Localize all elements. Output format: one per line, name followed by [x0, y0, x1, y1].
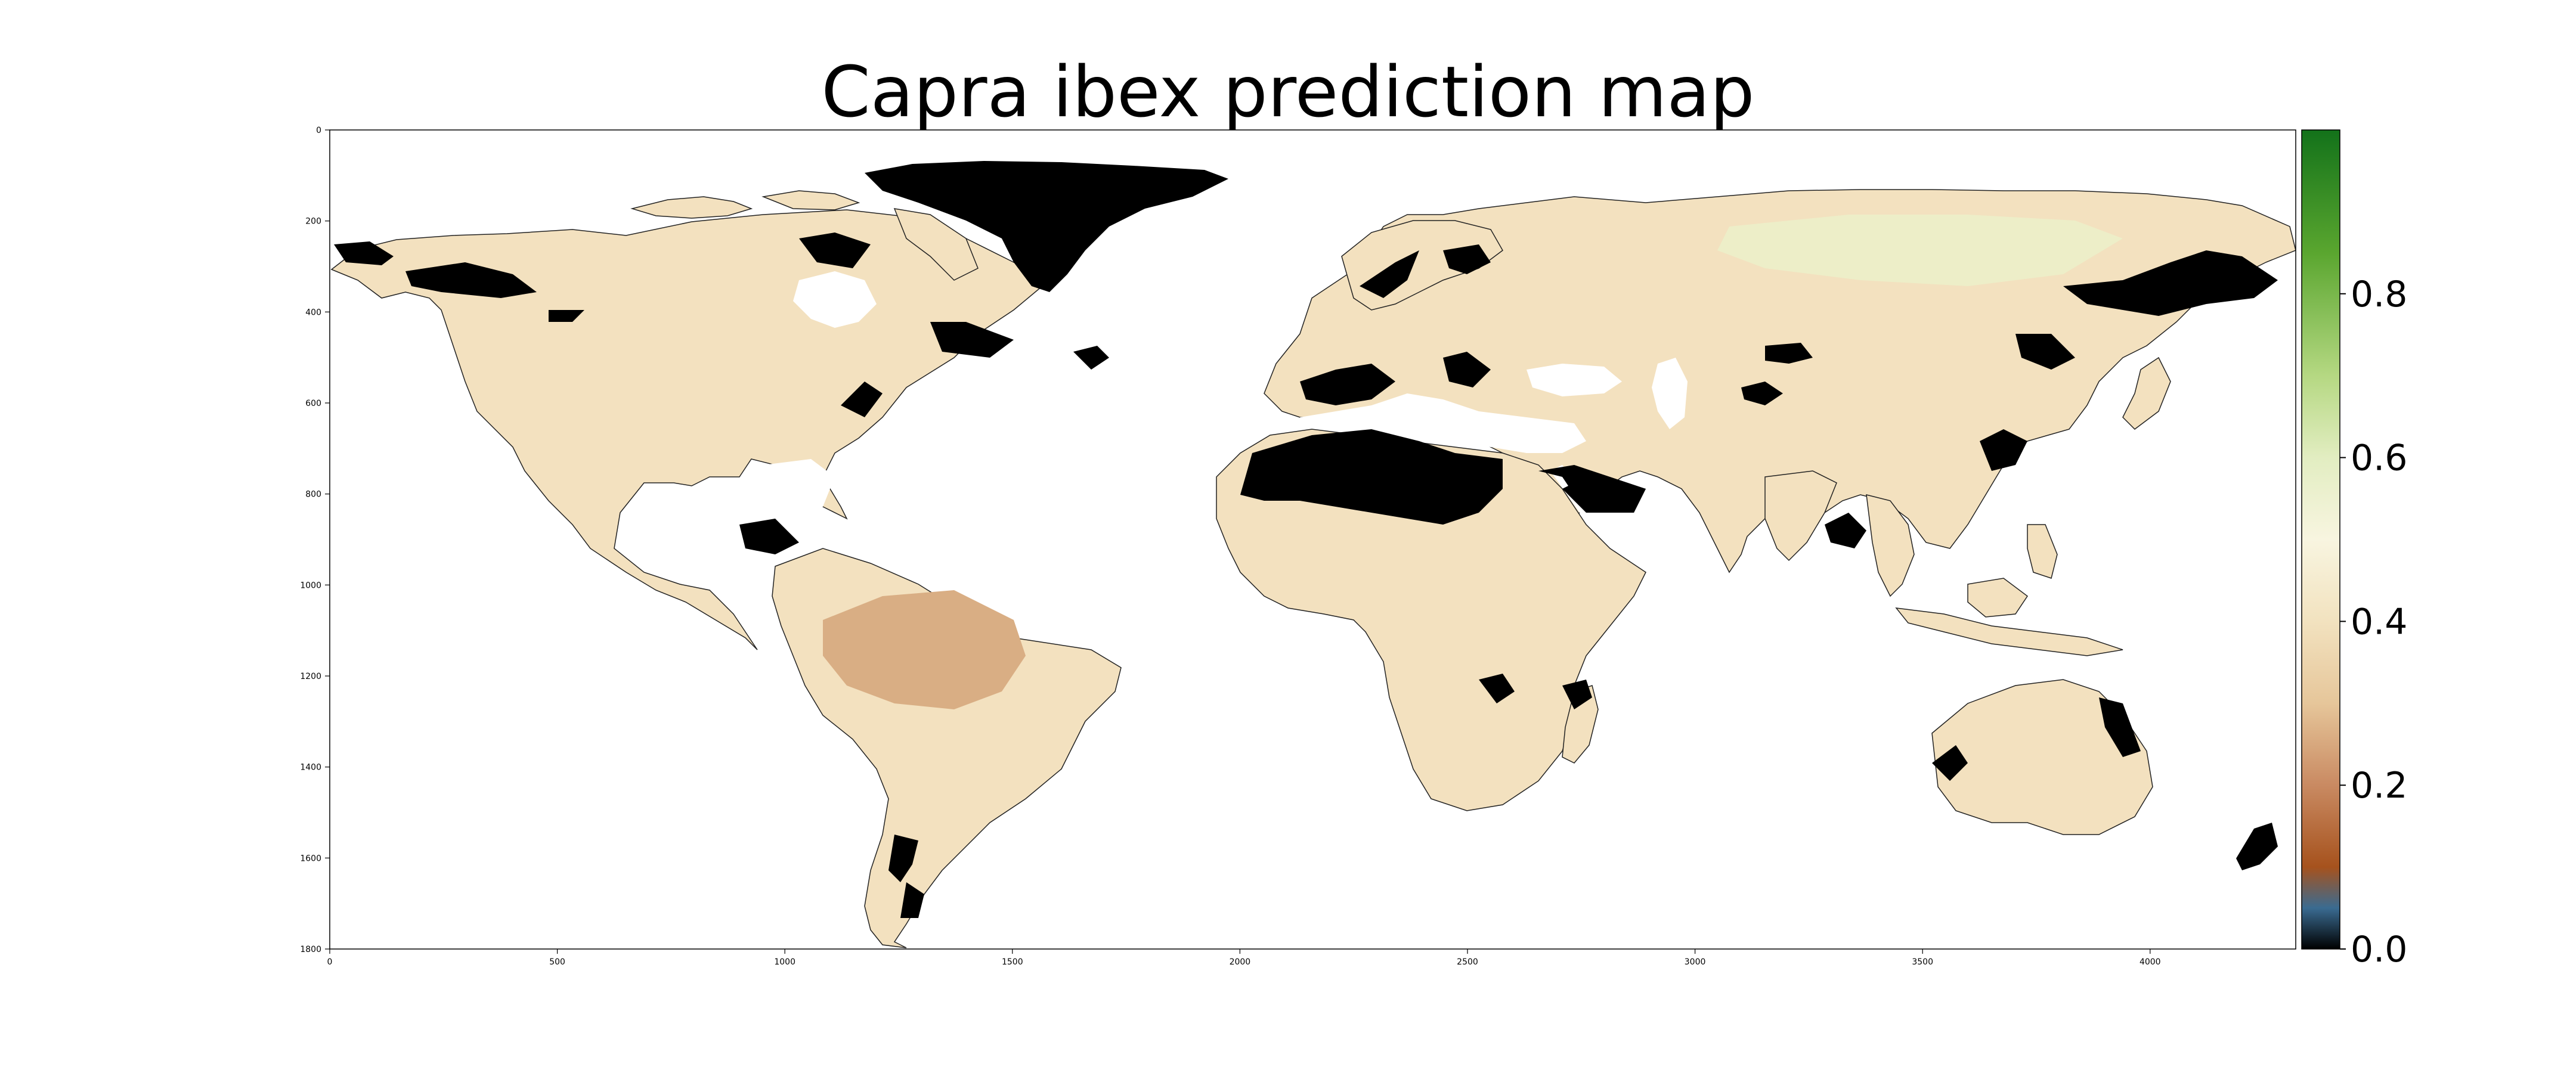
- x-tick-label: 1500: [1002, 957, 1023, 967]
- black-sea: [1527, 364, 1622, 396]
- y-tick-label: 0: [316, 126, 321, 135]
- unsuitable-regions: [334, 203, 2278, 918]
- india: [1764, 470, 1837, 562]
- baffin-island: [893, 208, 979, 281]
- philippines: [2027, 524, 2058, 579]
- x-tick-label: 1000: [774, 957, 795, 967]
- y-tick-label: 200: [305, 217, 321, 227]
- greenland: [865, 161, 1228, 292]
- southeast-asia: [1866, 494, 1915, 597]
- y-tick-label: 1200: [300, 672, 321, 681]
- indonesia: [1895, 607, 2123, 656]
- australia: [1931, 679, 2153, 835]
- map-title: Capra ibex prediction map: [821, 51, 1755, 133]
- x-tick-label: 0: [327, 957, 333, 967]
- colorbar-ticks: 0.0 0.2 0.4 0.6 0.8: [2340, 274, 2407, 970]
- colorbar-tick-label: 0.4: [2351, 601, 2407, 643]
- colorbar: [2301, 129, 2340, 950]
- madagascar: [1562, 685, 1599, 764]
- colorbar-tick-label: 0.2: [2351, 765, 2407, 807]
- plot-frame: [329, 129, 2296, 950]
- x-tick-label: 2500: [1457, 957, 1478, 967]
- y-tick-label: 1600: [300, 854, 321, 863]
- y-tick-label: 1000: [300, 581, 321, 590]
- y-tick-label: 400: [305, 308, 321, 317]
- y-tick-label: 1400: [300, 763, 321, 773]
- colorbar-tick-label: 0.8: [2351, 274, 2407, 315]
- world-map[interactable]: [330, 161, 2296, 948]
- y-tick-label: 600: [305, 399, 321, 408]
- arctic-islands: [630, 196, 753, 219]
- y-axis: 0 200 400 600 800 1000 1200 1400 1600 1800: [300, 126, 330, 954]
- x-tick-label: 2000: [1230, 957, 1251, 967]
- x-tick-label: 500: [549, 957, 565, 967]
- gulf-of-mexico: [739, 459, 835, 519]
- japan: [2122, 356, 2171, 430]
- colorbar-tick-label: 0.0: [2351, 929, 2407, 970]
- high-suitability-area: [1717, 215, 2123, 286]
- x-tick-label: 3500: [1912, 957, 1933, 967]
- x-axis: 0 500 1000 1500 2000 2500 3000 3500 4000: [327, 949, 2161, 967]
- borneo: [1967, 578, 2029, 618]
- y-tick-label: 800: [305, 490, 321, 500]
- y-tick-label: 1800: [300, 945, 321, 954]
- amazon-low-area: [823, 590, 1026, 709]
- x-tick-label: 4000: [2140, 957, 2161, 967]
- arctic-islands-2: [761, 190, 860, 210]
- caspian-sea: [1652, 358, 1688, 429]
- colorbar-tick-label: 0.6: [2351, 438, 2407, 479]
- new-zealand: [2236, 823, 2278, 870]
- x-tick-label: 3000: [1685, 957, 1706, 967]
- hudson-bay: [793, 271, 877, 328]
